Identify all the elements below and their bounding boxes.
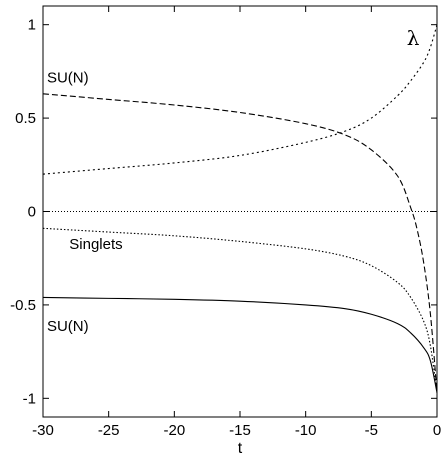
- x-tick-label: -5: [365, 422, 378, 439]
- ticks-layer: [42, 6, 438, 417]
- lambda-annotation: λ: [407, 26, 420, 50]
- y-tick-label: -0.5: [10, 297, 36, 314]
- y-tick-label: 0: [28, 204, 36, 221]
- x-tick-label: 0: [433, 422, 441, 439]
- series-line-dotted-coarse: [42, 227, 438, 393]
- series-line-dashed: [42, 93, 438, 393]
- x-tick-label: -20: [163, 422, 185, 439]
- x-axis-title: t: [238, 440, 243, 455]
- y-tick-label: 1: [28, 17, 36, 34]
- plot-frame: [42, 5, 438, 418]
- series-line-solid: [42, 296, 438, 393]
- x-tick-label: -10: [295, 422, 317, 439]
- series-annotation: SU(N): [47, 318, 89, 335]
- x-tick-label: -30: [32, 422, 54, 439]
- series-annotation: SU(N): [47, 70, 89, 87]
- annotations-layer: SU(N) Singlets SU(N) λ: [47, 26, 420, 335]
- x-tick-label: -15: [229, 422, 251, 439]
- x-tick-label: -25: [98, 422, 120, 439]
- curves-layer: [42, 24, 438, 393]
- series-annotation: Singlets: [69, 236, 122, 253]
- tick-labels-layer: -30 -25 -20 -15 -10 -5 0 -1 -0.5 0 0.5 1: [10, 17, 441, 439]
- y-tick-label: 0.5: [15, 110, 36, 127]
- y-tick-label: -1: [23, 390, 36, 407]
- series-line-dotted-fine: [42, 24, 438, 175]
